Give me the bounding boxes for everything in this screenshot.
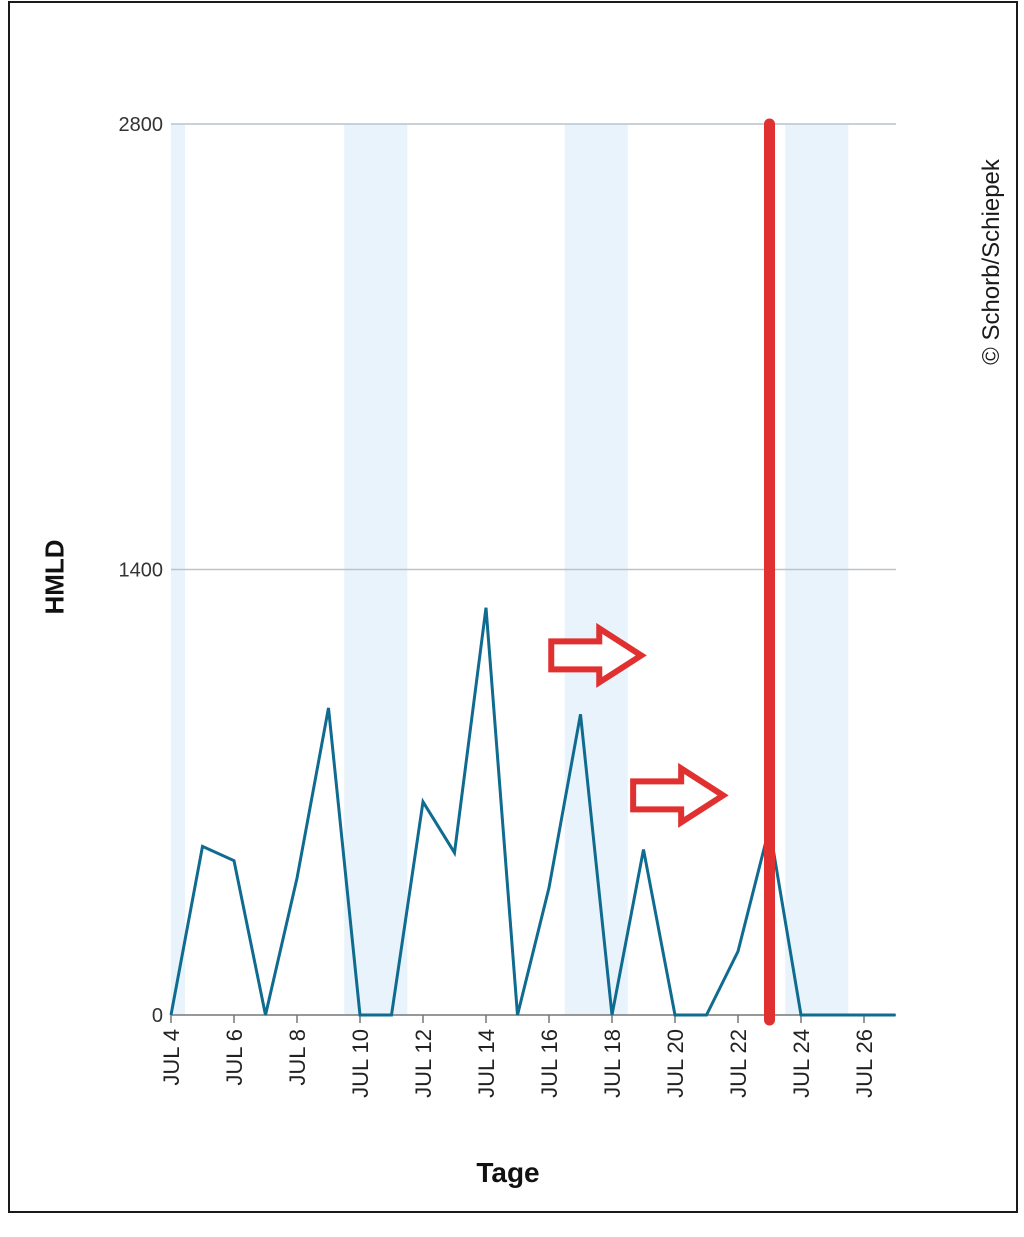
x-tick-label-5: JUL 14 [474, 1029, 499, 1098]
x-tick-label-8: JUL 20 [663, 1029, 688, 1098]
arrow-0 [548, 622, 647, 688]
arrow-1 [630, 762, 729, 828]
x-axis: JUL 4 JUL 6 JUL 8 JUL 10 JUL 12 JUL 14 JUL 16 J… [159, 1014, 896, 1098]
x-tick-label-11: JUL 26 [852, 1029, 877, 1098]
gridlines [171, 123, 896, 571]
x-tick-label-0: JUL 4 [159, 1029, 184, 1086]
x-axis-label: Tage [476, 1157, 540, 1188]
y-tick-label-0: 0 [152, 1005, 163, 1027]
x-tick-label-6: JUL 16 [537, 1029, 562, 1098]
x-tick-label-4: JUL 12 [411, 1029, 436, 1098]
y-tick-label-1400: 1400 [119, 560, 164, 582]
x-tick-label-2: JUL 8 [285, 1029, 310, 1086]
x-tick-label-3: JUL 10 [348, 1029, 373, 1098]
y-tick-label-2800: 2800 [119, 114, 164, 136]
x-tick-label-10: JUL 24 [789, 1029, 814, 1098]
x-tick-label-9: JUL 22 [726, 1029, 751, 1098]
annotation-arrows [548, 622, 729, 828]
x-tick-label-7: JUL 18 [600, 1029, 625, 1098]
y-tick-labels: 0 1400 2800 [119, 114, 164, 1027]
x-tick-label-1: JUL 6 [222, 1029, 247, 1086]
figure-frame [8, 1, 1018, 1213]
